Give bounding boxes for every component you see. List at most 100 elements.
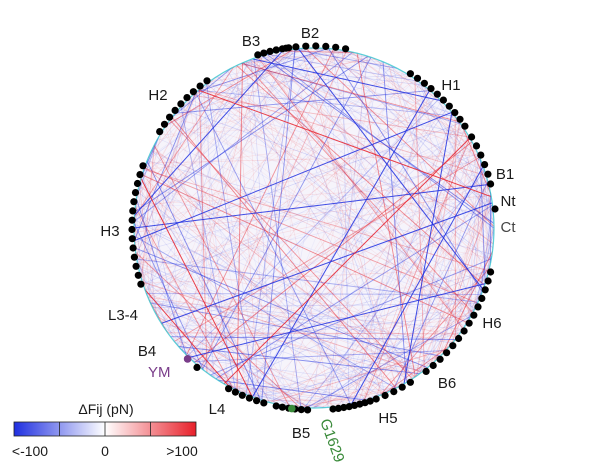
force-chord xyxy=(206,83,473,314)
residue-dot xyxy=(132,262,140,270)
force-chord xyxy=(240,51,351,64)
force-chord xyxy=(251,89,431,398)
force-chord xyxy=(137,191,388,393)
force-chord xyxy=(314,140,472,409)
residue-dot xyxy=(477,151,485,159)
force-chord xyxy=(134,206,143,281)
force-chord xyxy=(133,222,205,371)
residue-dot xyxy=(406,70,414,78)
force-chord xyxy=(361,54,363,402)
force-chord xyxy=(483,169,492,260)
force-chord xyxy=(219,74,485,286)
force-chord xyxy=(198,365,327,408)
segment-label-h3: H3 xyxy=(100,223,119,240)
segment-label-b2: B2 xyxy=(301,25,319,42)
residue-dot xyxy=(332,43,340,51)
force-chord xyxy=(133,91,197,241)
segment-label-h5: H5 xyxy=(378,410,397,427)
force-chord xyxy=(143,169,489,272)
force-chord xyxy=(202,74,409,87)
force-chord xyxy=(311,47,372,58)
residue-dot xyxy=(171,106,179,114)
force-chord xyxy=(146,294,336,408)
force-chord xyxy=(451,228,495,345)
force-chord xyxy=(134,70,402,247)
colorbar-title: ΔFij (pN) xyxy=(78,401,133,417)
force-chord xyxy=(297,48,484,290)
residue-dot xyxy=(139,162,147,170)
force-chord xyxy=(363,137,471,402)
highlighted-residue-dot xyxy=(183,355,192,363)
force-chord xyxy=(165,125,375,398)
residue-dot xyxy=(177,100,185,108)
force-chord xyxy=(134,111,453,242)
force-chord xyxy=(437,97,492,261)
force-chord xyxy=(250,63,388,397)
force-chord xyxy=(344,50,430,91)
force-chord xyxy=(238,47,312,392)
force-chord xyxy=(320,47,411,77)
residue-dot xyxy=(456,115,464,123)
force-chord xyxy=(133,167,145,233)
force-chord xyxy=(360,54,431,366)
force-chord xyxy=(157,137,486,285)
force-chord xyxy=(138,187,476,309)
residue-dot xyxy=(484,170,492,178)
residue-label-g1629: G1629 xyxy=(316,417,347,465)
force-chord xyxy=(245,282,486,395)
force-chord xyxy=(133,49,290,236)
residue-dot xyxy=(481,161,489,169)
force-chord xyxy=(461,124,494,214)
force-chord xyxy=(311,47,375,59)
force-chord xyxy=(172,56,370,117)
residue-dot xyxy=(312,42,320,50)
force-chord xyxy=(215,204,493,380)
force-chord xyxy=(202,86,229,387)
force-chord xyxy=(435,195,492,361)
residue-dot xyxy=(196,82,204,90)
force-chord xyxy=(328,48,483,293)
force-chord xyxy=(322,65,393,408)
force-chord xyxy=(135,91,197,257)
force-chord xyxy=(262,399,368,401)
force-chord xyxy=(136,257,391,392)
force-chord xyxy=(167,332,460,335)
force-chord xyxy=(138,268,179,346)
residue-dot xyxy=(406,378,414,386)
force-chord xyxy=(135,50,345,252)
force-chord xyxy=(169,56,372,336)
force-chord xyxy=(433,180,488,363)
residue-dot xyxy=(451,109,459,117)
colorbar-tick-max: >100 xyxy=(166,443,198,459)
force-chord xyxy=(465,184,489,325)
force-chord xyxy=(314,47,471,140)
disk-background xyxy=(134,48,494,408)
residue-dot xyxy=(130,253,138,261)
force-chord xyxy=(168,121,494,241)
force-chord xyxy=(314,271,489,409)
segment-label-h6: H6 xyxy=(482,315,501,332)
force-chord xyxy=(193,350,446,363)
force-chord xyxy=(142,153,479,285)
force-chord xyxy=(208,81,487,282)
force-chord xyxy=(146,160,262,401)
force-chord xyxy=(134,93,195,211)
force-chord xyxy=(249,59,453,114)
force-chord xyxy=(259,56,457,339)
force-chord xyxy=(379,267,490,396)
force-chord xyxy=(217,379,367,401)
force-chord xyxy=(135,158,481,254)
force-chord xyxy=(311,362,433,409)
force-chord xyxy=(253,58,302,408)
force-chord xyxy=(149,300,463,330)
residue-dot xyxy=(429,361,437,370)
force-chord xyxy=(351,51,477,151)
force-chord xyxy=(229,386,355,404)
force-chord xyxy=(244,61,478,153)
force-chord xyxy=(479,159,486,284)
force-chord xyxy=(144,166,416,378)
force-chord xyxy=(153,146,416,378)
force-chord xyxy=(200,50,347,369)
force-chord xyxy=(150,64,240,152)
force-chord xyxy=(429,226,495,366)
